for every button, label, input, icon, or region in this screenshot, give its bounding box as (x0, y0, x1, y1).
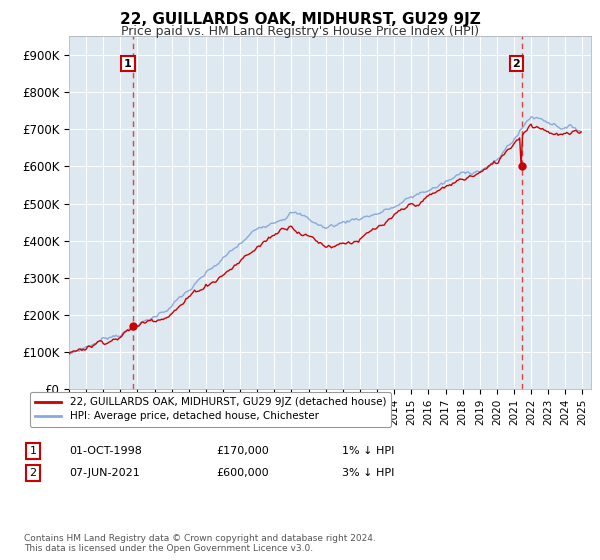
Text: £170,000: £170,000 (216, 446, 269, 456)
Legend: 22, GUILLARDS OAK, MIDHURST, GU29 9JZ (detached house), HPI: Average price, deta: 22, GUILLARDS OAK, MIDHURST, GU29 9JZ (d… (30, 392, 391, 427)
Text: 3% ↓ HPI: 3% ↓ HPI (342, 468, 394, 478)
Text: 1: 1 (29, 446, 37, 456)
Text: 1% ↓ HPI: 1% ↓ HPI (342, 446, 394, 456)
Text: 2: 2 (29, 468, 37, 478)
Text: Contains HM Land Registry data © Crown copyright and database right 2024.
This d: Contains HM Land Registry data © Crown c… (24, 534, 376, 553)
Text: 01-OCT-1998: 01-OCT-1998 (69, 446, 142, 456)
Text: 1: 1 (124, 59, 132, 69)
Text: Price paid vs. HM Land Registry's House Price Index (HPI): Price paid vs. HM Land Registry's House … (121, 25, 479, 38)
Text: 07-JUN-2021: 07-JUN-2021 (69, 468, 140, 478)
Text: £600,000: £600,000 (216, 468, 269, 478)
Text: 2: 2 (512, 59, 520, 69)
Text: 22, GUILLARDS OAK, MIDHURST, GU29 9JZ: 22, GUILLARDS OAK, MIDHURST, GU29 9JZ (119, 12, 481, 27)
